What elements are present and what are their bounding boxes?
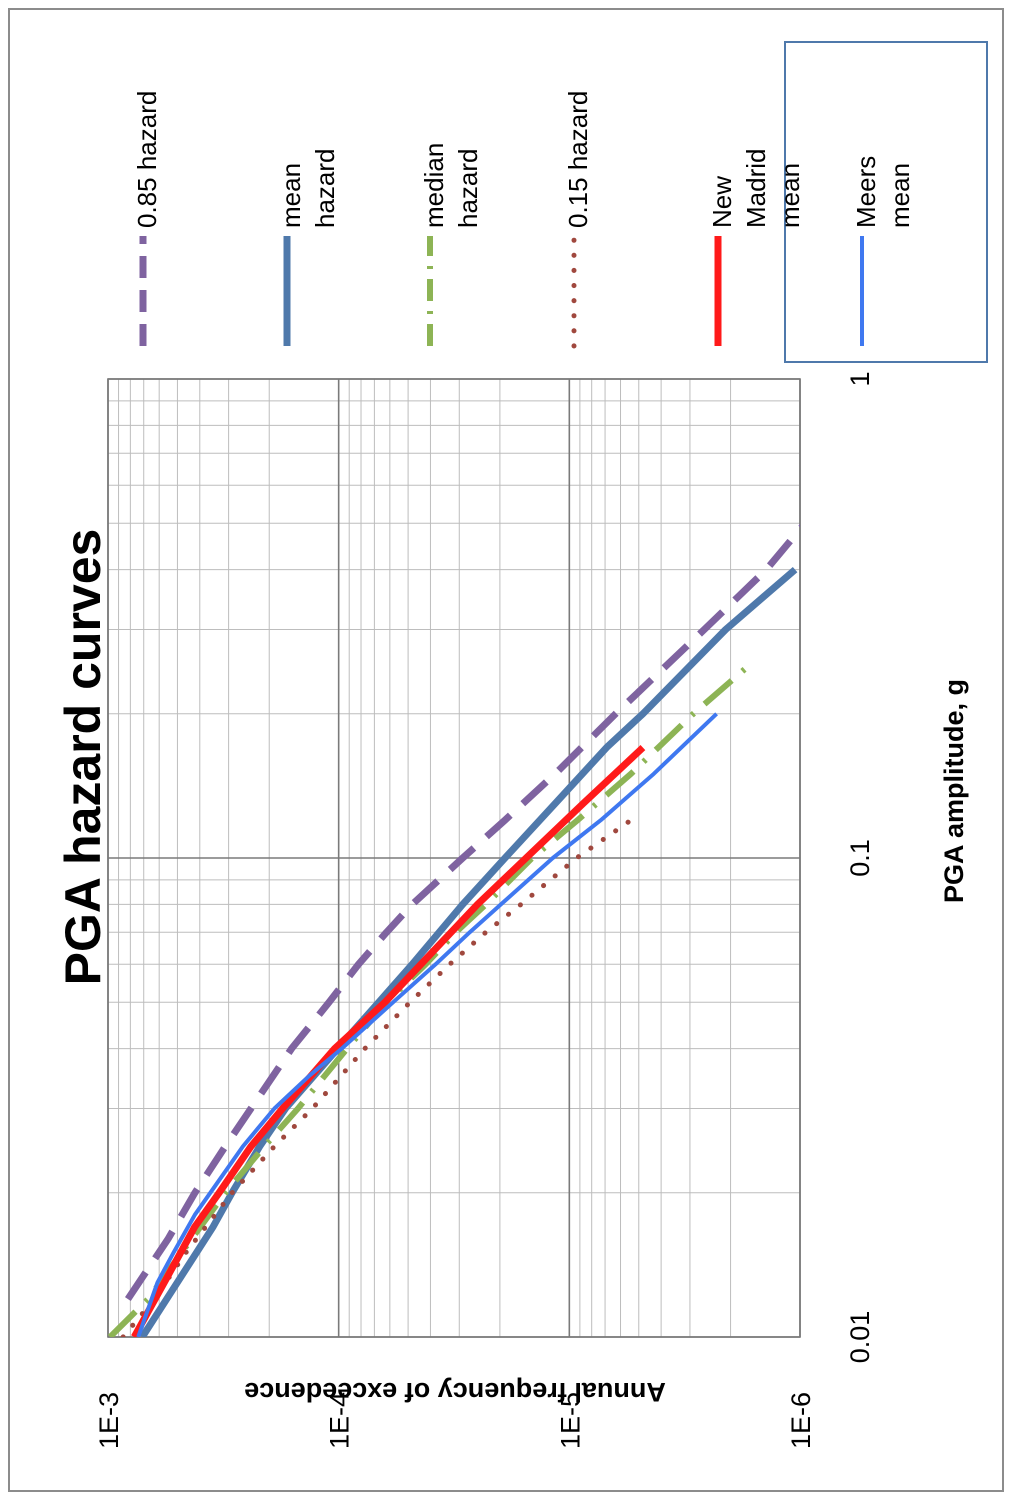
- series-line: [120, 817, 634, 1337]
- plot-border: [107, 378, 801, 1338]
- legend-label: mean: [276, 163, 306, 228]
- legend-label: New: [707, 176, 737, 228]
- x-tick-label: 1: [845, 371, 875, 386]
- legend-label: hazard: [453, 149, 483, 229]
- legend-label: mean: [885, 163, 915, 228]
- tick-labels: 0.01 0.1 1 1E-3 1E-4 1E-5 1E-6: [94, 371, 875, 1449]
- series-line: [136, 712, 718, 1337]
- series-line: [139, 566, 798, 1337]
- y-tick-label: 1E-4: [325, 1392, 355, 1449]
- x-axis-label: PGA amplitude, g: [939, 679, 969, 903]
- legend-box: [784, 41, 988, 363]
- series-line: [131, 745, 646, 1337]
- y-axis-label: Annual frequency of exceedence: [244, 1377, 666, 1407]
- series-line: [108, 665, 749, 1337]
- series-line: [124, 523, 800, 1302]
- figure-frame: [8, 8, 1004, 1492]
- legend-label: median: [419, 143, 449, 228]
- y-tick-label: 1E-5: [555, 1392, 585, 1449]
- series-group: [108, 523, 800, 1337]
- legend-label: mean: [775, 163, 805, 228]
- legend-label: hazard: [310, 149, 340, 229]
- y-tick-label: 1E-6: [786, 1392, 816, 1449]
- legend-label: 0.85 hazard: [132, 91, 162, 228]
- chart-title: PGA hazard curves: [55, 529, 111, 986]
- legend-label: Meers: [851, 156, 881, 228]
- x-tick-label: 0.1: [845, 839, 875, 877]
- legend-label: 0.15 hazard: [563, 91, 593, 228]
- x-tick-label: 0.01: [845, 1311, 875, 1364]
- legend-label: Madrid: [741, 149, 771, 228]
- legend: 0.85 hazard mean hazard median hazard 0.15 ha…: [132, 41, 988, 363]
- y-tick-label: 1E-3: [94, 1392, 124, 1449]
